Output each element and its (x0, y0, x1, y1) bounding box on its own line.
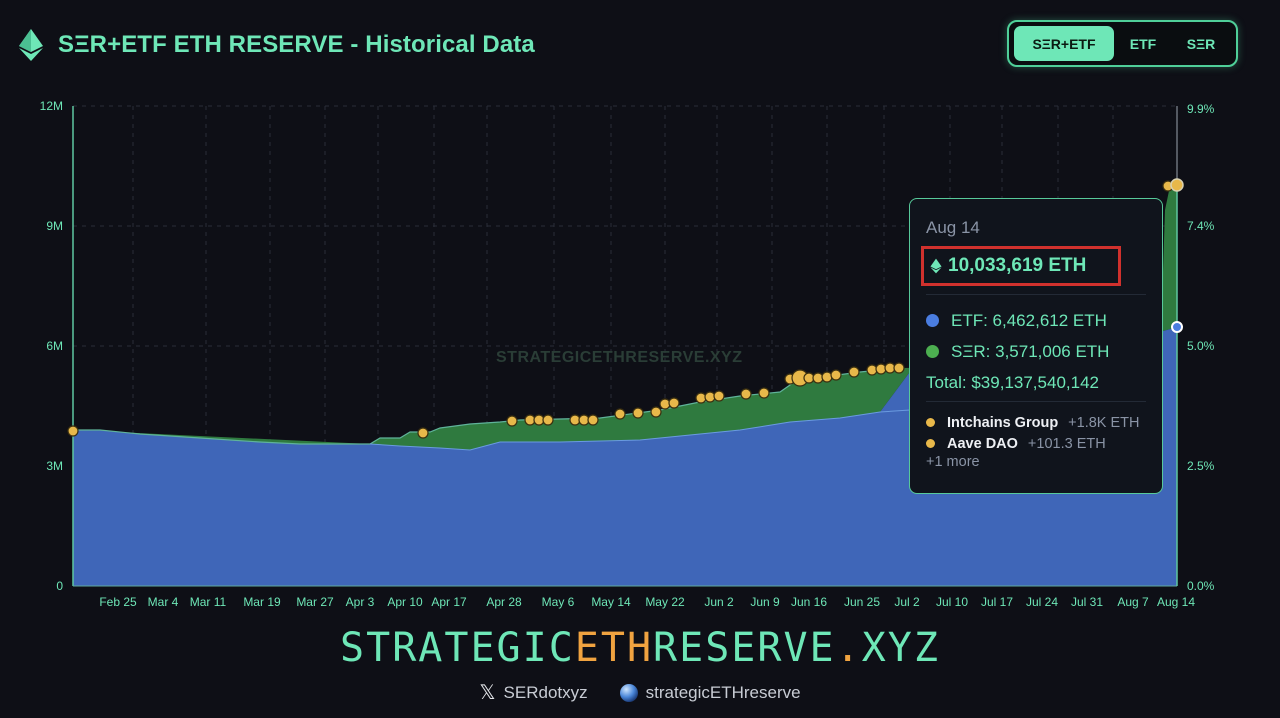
svg-text:9.9%: 9.9% (1187, 102, 1215, 116)
tooltip-total-highlight: 10,033,619 ETH (921, 246, 1121, 286)
svg-text:Jul 24: Jul 24 (1026, 595, 1058, 609)
svg-text:Mar 19: Mar 19 (243, 595, 281, 609)
globe-icon (619, 683, 638, 702)
etf-area (73, 327, 1177, 586)
tooltip-event-row: Aave DAO +101.3 ETH (926, 433, 1146, 454)
brand-highlight: ETH (574, 625, 654, 671)
svg-text:Jun 9: Jun 9 (750, 595, 780, 609)
svg-text:Apr 28: Apr 28 (486, 595, 522, 609)
tooltip-ser-row: SΞR: 3,571,006 ETH (926, 336, 1146, 367)
brand-part: RESERVE (653, 625, 836, 671)
svg-text:0: 0 (56, 579, 63, 593)
svg-text:0.0%: 0.0% (1187, 579, 1215, 593)
svg-text:3M: 3M (46, 459, 63, 473)
tooltip-total-eth: 10,033,619 ETH (948, 255, 1087, 276)
svg-text:Apr 17: Apr 17 (431, 595, 467, 609)
x-logo-icon: 𝕏 (479, 682, 496, 704)
svg-text:Jun 16: Jun 16 (791, 595, 827, 609)
svg-text:12M: 12M (40, 99, 63, 113)
event-amount: +1.8K ETH (1068, 414, 1140, 431)
y-axis-left-labels: 0 3M 6M 9M 12M (40, 99, 64, 593)
event-dot-icon (926, 418, 935, 427)
svg-text:Jul 31: Jul 31 (1071, 595, 1103, 609)
event-name: Intchains Group (947, 414, 1059, 431)
ser-legend-dot-icon (926, 345, 939, 358)
brand-part: XYZ (861, 625, 940, 671)
svg-text:5.0%: 5.0% (1187, 339, 1215, 353)
svg-text:9M: 9M (46, 219, 63, 233)
y-axis-right-labels: 0.0% 2.5% 5.0% 7.4% 9.9% (1187, 102, 1215, 593)
svg-text:Mar 11: Mar 11 (190, 595, 227, 609)
svg-text:Aug 14: Aug 14 (1157, 595, 1195, 609)
ethereum-icon (19, 29, 43, 61)
page-title: SΞR+ETF ETH RESERVE - Historical Data (58, 31, 535, 58)
brand-dot: . (835, 625, 862, 671)
svg-text:Apr 3: Apr 3 (346, 595, 375, 609)
svg-text:Mar 27: Mar 27 (296, 595, 334, 609)
tooltip-event-row: Intchains Group +1.8K ETH (926, 412, 1146, 433)
brand-logo: STRATEGICETHRESERVE.XYZ (0, 625, 1280, 671)
divider (926, 401, 1146, 402)
x-link[interactable]: 𝕏 SERdotxyz (479, 680, 587, 705)
toggle-ser-etf-button[interactable]: SΞR+ETF (1014, 26, 1114, 61)
tooltip-more-events: +1 more (926, 454, 980, 470)
event-dot-icon (926, 439, 935, 448)
divider (926, 294, 1146, 295)
farcaster-handle: strategicETHreserve (645, 682, 801, 702)
svg-text:6M: 6M (46, 339, 63, 353)
chart-tooltip: Aug 14 10,033,619 ETH ETF: 6,462,612 ETH… (909, 198, 1163, 494)
svg-text:Jun 2: Jun 2 (704, 595, 734, 609)
tooltip-etf-value: ETF: 6,462,612 ETH (951, 310, 1107, 330)
ethereum-icon (930, 258, 942, 274)
x-axis-labels: Feb 25 Mar 4 Mar 11 Mar 19 Mar 27 Apr 3 … (99, 595, 1195, 609)
svg-text:Apr 10: Apr 10 (387, 595, 423, 609)
svg-text:Mar 4: Mar 4 (148, 595, 179, 609)
event-amount: +101.3 ETH (1027, 435, 1106, 452)
etf-line (369, 409, 911, 451)
svg-text:Jul 17: Jul 17 (981, 595, 1013, 609)
tooltip-etf-row: ETF: 6,462,612 ETH (926, 305, 1146, 336)
svg-text:7.4%: 7.4% (1187, 219, 1215, 233)
etf-legend-dot-icon (926, 314, 939, 327)
svg-text:Aug 7: Aug 7 (1117, 595, 1149, 609)
svg-text:Feb 25: Feb 25 (99, 595, 137, 609)
brand-part: STRATEGIC (340, 625, 575, 671)
tooltip-date: Aug 14 (926, 218, 980, 237)
tooltip-ser-value: SΞR: 3,571,006 ETH (951, 341, 1110, 361)
svg-text:Jun 25: Jun 25 (844, 595, 880, 609)
toggle-etf-button[interactable]: ETF (1129, 35, 1157, 52)
event-dots (67, 178, 1184, 439)
svg-text:2.5%: 2.5% (1187, 459, 1215, 473)
svg-text:May 6: May 6 (542, 595, 575, 609)
svg-text:May 22: May 22 (645, 595, 685, 609)
svg-text:Jul 2: Jul 2 (894, 595, 920, 609)
x-handle: SERdotxyz (503, 682, 588, 702)
chart-watermark: STRATEGICETHRESERVE.XYZ (496, 349, 743, 366)
toggle-ser-button[interactable]: SΞR (1186, 35, 1216, 52)
total-line (73, 367, 901, 445)
view-toggle: SΞR+ETF ETF SΞR (1007, 20, 1238, 67)
page-header: SΞR+ETF ETH RESERVE - Historical Data (18, 28, 535, 62)
social-links: 𝕏 SERdotxyz strategicETHreserve (0, 680, 1280, 705)
etf-hover-point (1171, 321, 1183, 333)
svg-text:Jul 10: Jul 10 (936, 595, 968, 609)
event-name: Aave DAO (947, 435, 1018, 452)
svg-text:May 14: May 14 (591, 595, 631, 609)
tooltip-total-usd: Total: $39,137,540,142 (926, 373, 1099, 392)
farcaster-link[interactable]: strategicETHreserve (619, 682, 801, 703)
ser-area (73, 185, 1177, 450)
